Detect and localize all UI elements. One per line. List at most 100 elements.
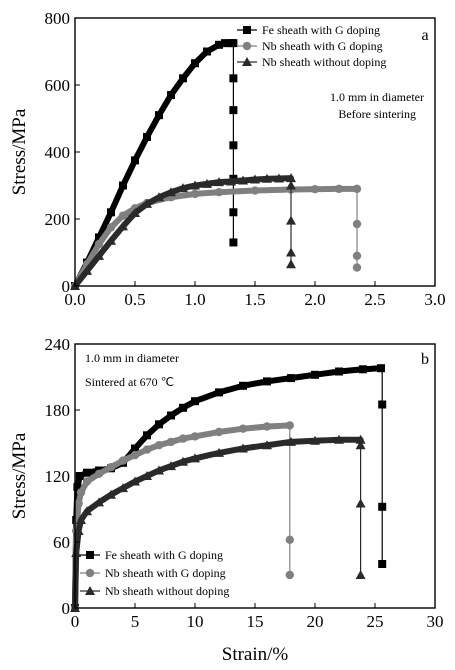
- series-point: [190, 432, 200, 441]
- fracture-point: [355, 498, 366, 508]
- series-point: [73, 526, 84, 535]
- series-point: [214, 188, 224, 197]
- series-point: [311, 370, 319, 379]
- series-point: [214, 427, 224, 437]
- fracture-point: [285, 535, 294, 544]
- series-point: [335, 367, 343, 376]
- fracture-point: [286, 215, 296, 225]
- series-point: [154, 465, 164, 475]
- series-point: [226, 176, 236, 186]
- legend-label: Fe sheath with G doping: [262, 23, 380, 37]
- series-point: [262, 440, 272, 450]
- panel-a-letter: a: [421, 27, 428, 44]
- series-point: [238, 424, 248, 433]
- panel-b-letter: b: [421, 351, 429, 368]
- series-point: [142, 445, 152, 454]
- series-point: [131, 444, 139, 453]
- y-tick-label: 0: [62, 277, 71, 296]
- series-point: [82, 477, 92, 486]
- series-point: [74, 499, 83, 508]
- series-point: [94, 497, 104, 507]
- y-tick-label: 400: [45, 143, 71, 162]
- fracture-point: [286, 247, 296, 257]
- panel-a-note-1: 1.0 mm in diameter: [330, 90, 424, 104]
- series-point: [94, 469, 104, 478]
- x-tick-label: 20: [307, 612, 324, 631]
- legend-marker: [86, 551, 94, 559]
- fracture-point: [355, 570, 366, 579]
- panel-a: Stress/MPa a 1.0 mm in diameter Before s…: [9, 9, 446, 309]
- series-point: [334, 434, 344, 444]
- series-point: [106, 235, 116, 245]
- series-point: [130, 450, 140, 460]
- panel-b-note-1: 1.0 mm in diameter: [85, 351, 179, 365]
- legend-marker: [242, 41, 252, 51]
- series-point: [131, 156, 139, 165]
- series-point: [214, 177, 224, 187]
- series-point: [167, 91, 175, 100]
- fracture-point: [229, 208, 238, 217]
- series-line-3: [72, 436, 364, 611]
- panel-a-note-2: Before sintering: [338, 107, 416, 121]
- series-point: [334, 184, 344, 194]
- series-point: [76, 488, 86, 497]
- series-point: [178, 434, 188, 443]
- series-point: [118, 483, 128, 493]
- x-tick-label: 0.5: [124, 290, 145, 309]
- series-point: [142, 198, 152, 208]
- fracture-point: [286, 259, 296, 269]
- x-tick-label: 1.0: [184, 290, 205, 309]
- fracture-point: [229, 238, 238, 247]
- series-point: [178, 456, 188, 466]
- legend-label: Nb sheath without doping: [105, 584, 229, 598]
- series-point: [118, 456, 128, 465]
- series-point: [274, 173, 284, 183]
- series-point: [191, 59, 199, 68]
- series-point: [286, 436, 296, 446]
- x-tick-label: 15: [247, 612, 264, 631]
- series-point: [359, 365, 367, 374]
- series-point: [166, 461, 176, 471]
- series-point: [154, 441, 164, 450]
- series-point: [238, 175, 248, 185]
- series-point: [262, 422, 272, 431]
- series-point: [142, 471, 152, 480]
- y-tick-label: 60: [53, 533, 70, 552]
- x-tick-label: 0.0: [64, 290, 85, 309]
- series-point: [106, 223, 116, 232]
- panel-b-ylabel: Stress/MPa: [9, 432, 30, 519]
- legend-label: Nb sheath with G doping: [262, 39, 383, 53]
- x-tick-label: 2.5: [364, 290, 385, 309]
- legend-marker: [242, 57, 252, 66]
- series-point: [190, 453, 200, 463]
- fracture-point: [378, 400, 387, 409]
- series-point: [263, 377, 271, 386]
- series-point: [238, 443, 248, 453]
- panel-b-note-2: Sintered at 670 ℃: [85, 375, 174, 389]
- legend-label: Nb sheath with G doping: [105, 566, 226, 580]
- series-point: [262, 173, 272, 183]
- series-point: [215, 40, 223, 49]
- series-point: [118, 221, 128, 231]
- fracture-point: [378, 502, 387, 511]
- series-point: [310, 435, 320, 445]
- series-point: [287, 374, 295, 383]
- fracture-point: [229, 141, 238, 150]
- series-point: [71, 548, 82, 557]
- series-point: [202, 178, 212, 188]
- panel-b: Stress/MPa Strain/% b 1.0 mm in diameter…: [9, 335, 444, 665]
- series-point: [130, 207, 140, 217]
- series-point: [143, 132, 151, 141]
- legend-marker: [85, 568, 95, 578]
- fracture-point: [286, 180, 296, 190]
- series-point: [250, 174, 260, 184]
- series-point: [377, 364, 385, 373]
- fracture-point: [355, 440, 366, 450]
- series-point: [107, 208, 115, 217]
- series-point: [166, 437, 176, 447]
- series-point: [214, 447, 224, 457]
- series-point: [191, 397, 199, 406]
- panel-b-legend: Fe sheath with G doping Nb sheath with G …: [80, 548, 229, 598]
- series-point: [82, 265, 92, 275]
